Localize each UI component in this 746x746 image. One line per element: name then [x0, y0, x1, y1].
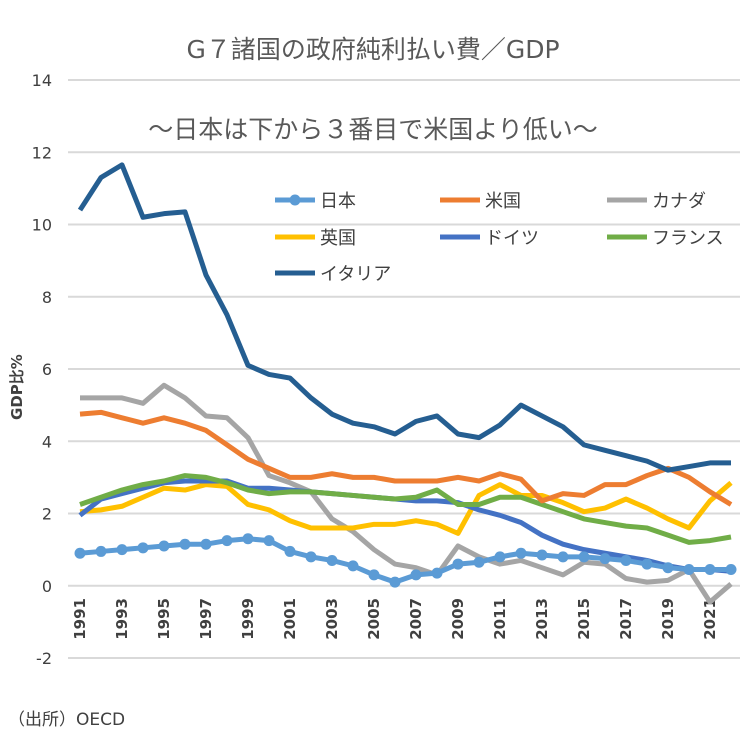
series-フランス [79, 473, 732, 545]
chart-subtitle: ～日本は下から３番目で米国より低い～ [148, 115, 598, 144]
data-point [431, 567, 443, 579]
x-tick-label: 1991 [71, 598, 89, 640]
data-point [221, 535, 233, 547]
legend-label: 英国 [320, 228, 356, 249]
legend-item: カナダ [607, 191, 706, 212]
data-point [74, 547, 86, 559]
x-tick-label: 2017 [617, 598, 635, 640]
x-tick-label: 2011 [491, 598, 509, 640]
data-point [410, 569, 422, 581]
legend-label: ドイツ [485, 228, 539, 249]
data-point [326, 554, 338, 566]
data-point [473, 556, 485, 568]
y-tick-label: 10 [32, 216, 52, 235]
x-tick-label: 1999 [239, 598, 257, 640]
legend-label: カナダ [652, 191, 706, 212]
legend-label: フランス [652, 228, 724, 249]
legend-item: フランス [607, 228, 724, 249]
series-line [79, 536, 731, 585]
data-point [242, 533, 254, 545]
y-tick-label: 2 [42, 505, 52, 524]
x-tick-label: 2007 [407, 598, 425, 640]
x-tick-label: 2021 [701, 598, 719, 640]
data-point [263, 535, 275, 547]
data-point [179, 538, 191, 550]
y-tick-label: 8 [42, 288, 52, 307]
data-point [305, 551, 317, 563]
data-point [200, 538, 212, 550]
series-イタリア [77, 162, 731, 473]
legend-label: イタリア [320, 264, 391, 285]
data-point [599, 553, 611, 565]
data-point [704, 563, 716, 575]
data-point [683, 563, 695, 575]
series-カナダ [80, 382, 733, 605]
data-point [515, 547, 527, 559]
data-point [116, 544, 128, 556]
data-point [95, 545, 107, 557]
chart-title: G７諸国の政府純利払い費／GDP [186, 35, 560, 64]
data-point [284, 545, 296, 557]
data-point [389, 576, 401, 588]
legend-item: 日本 [275, 191, 356, 212]
series-line [79, 480, 733, 536]
data-point [452, 558, 464, 570]
series-line [79, 409, 733, 507]
data-point [578, 551, 590, 563]
series-日本 [74, 533, 737, 588]
y-tick-label: 12 [32, 143, 52, 162]
data-point [347, 560, 359, 572]
y-tick-label: 14 [32, 71, 52, 90]
series-line [79, 473, 732, 545]
x-tick-label: 2005 [365, 598, 383, 640]
x-tick-label: 1995 [155, 598, 173, 640]
series-英国 [79, 480, 733, 536]
series-line [80, 382, 733, 605]
data-point [137, 542, 149, 554]
y-tick-label: 4 [42, 432, 52, 451]
series-line [77, 162, 731, 473]
legend-marker [289, 194, 301, 206]
data-point [557, 551, 569, 563]
x-tick-label: 1997 [197, 598, 215, 640]
legend-item: 米国 [440, 191, 521, 212]
data-point [536, 549, 548, 561]
x-tick-label: 2003 [323, 598, 341, 640]
legend-item: ドイツ [440, 228, 539, 249]
data-point [494, 551, 506, 563]
y-tick-label: 6 [42, 360, 52, 379]
legend-label: 日本 [320, 191, 356, 212]
x-tick-label: 2013 [533, 598, 551, 640]
source-note: （出所）OECD [8, 710, 126, 730]
data-point [158, 540, 170, 552]
data-point [641, 558, 653, 570]
x-tick-label: 2009 [449, 598, 467, 640]
x-tick-label: 2019 [659, 598, 677, 640]
x-tick-label: 2015 [575, 598, 593, 640]
data-point [662, 562, 674, 574]
y-tick-label: 0 [42, 577, 52, 596]
x-tick-label: 2001 [281, 598, 299, 640]
y-tick-label: -2 [36, 649, 52, 668]
data-point [368, 569, 380, 581]
legend-item: イタリア [275, 264, 391, 285]
series-米国 [79, 409, 733, 507]
x-tick-label: 1993 [113, 598, 131, 640]
data-point [725, 563, 737, 575]
legend-item: 英国 [275, 228, 356, 249]
data-point [620, 554, 632, 566]
y-axis-label: GDP比% [8, 354, 26, 420]
legend-label: 米国 [485, 191, 521, 212]
